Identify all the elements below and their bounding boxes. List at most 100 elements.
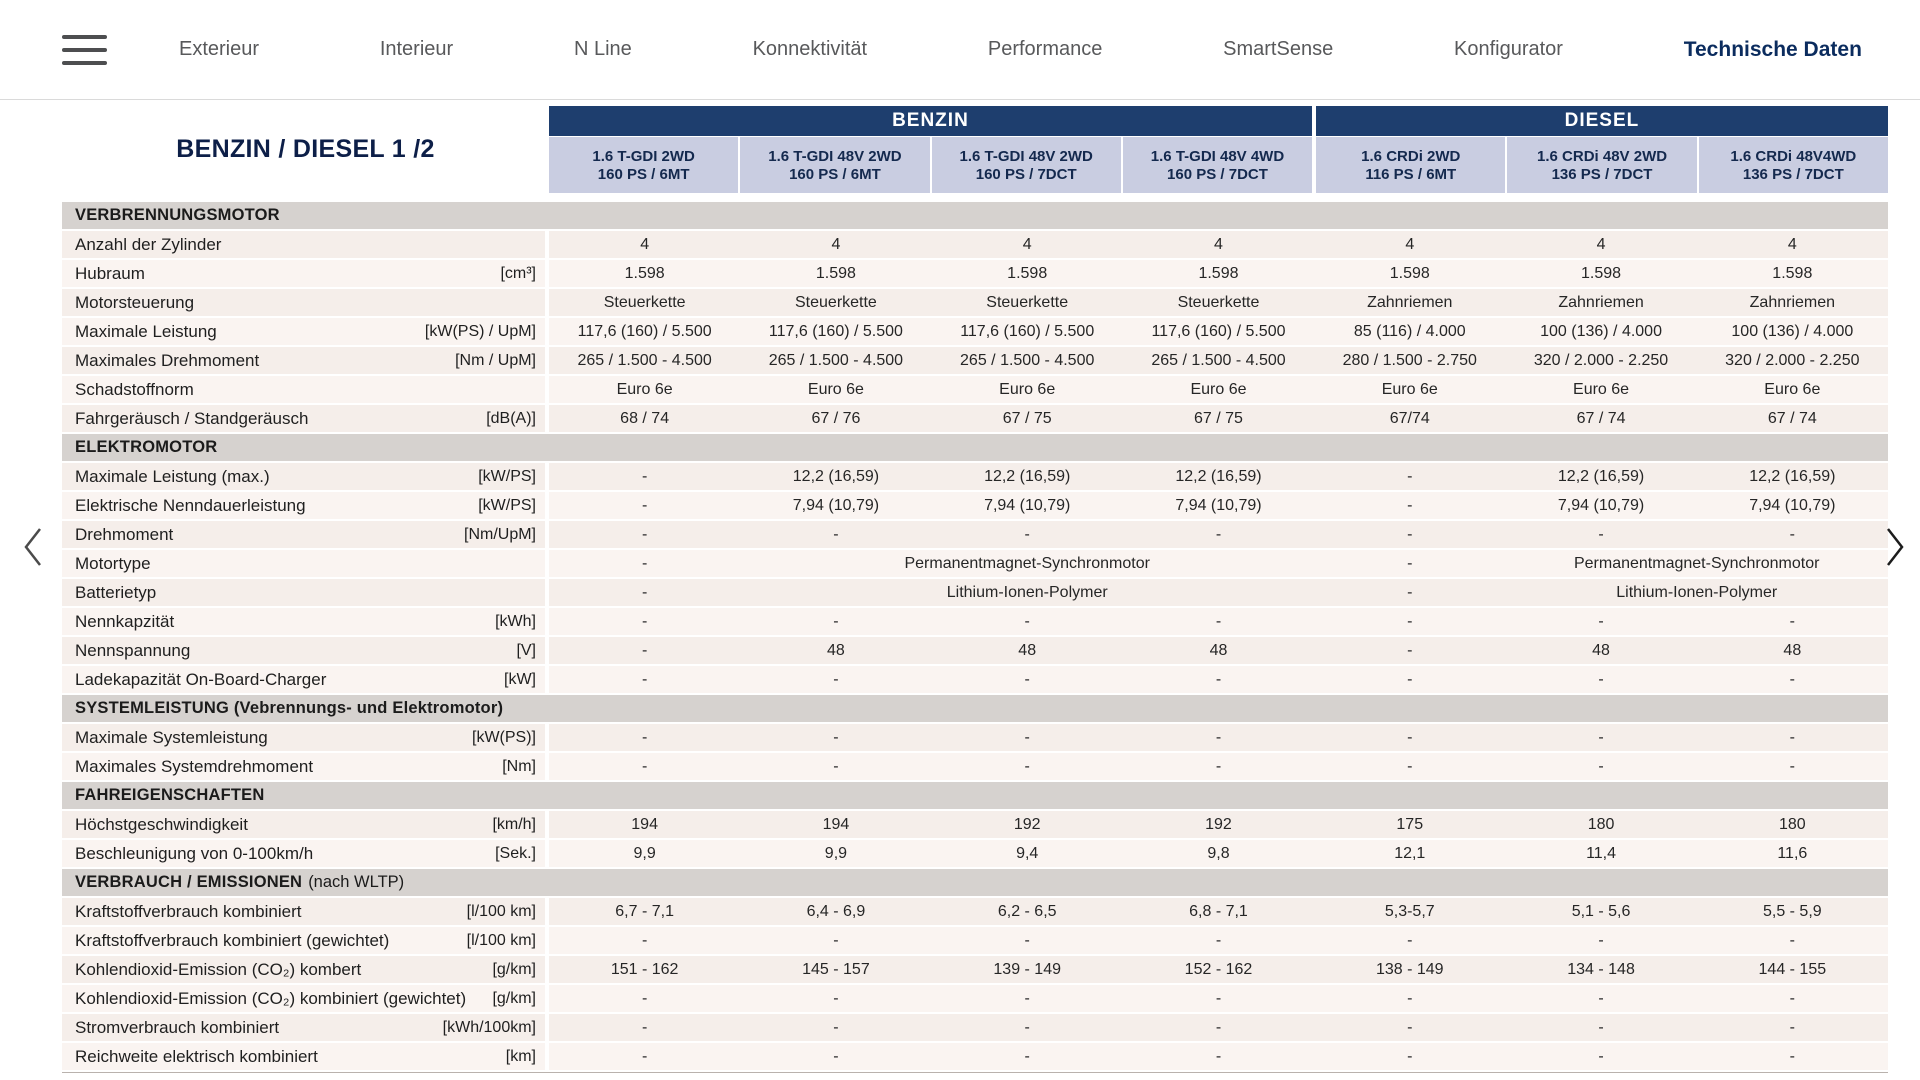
spec-value: 67 / 75 [1194,409,1243,427]
spec-value: - [1407,1018,1413,1036]
spec-values: 151 - 162 145 - 157 139 - 149 152 - 162 138 … [549,956,1888,983]
nav-item-n-line[interactable]: N Line [573,38,632,60]
spec-value: 48 [1018,641,1037,659]
spec-value: 138 - 149 [1375,960,1444,978]
spec-value: 1.598 [1007,264,1048,282]
spec-value: 117,6 (160) / 5.500 [960,322,1095,340]
spec-value: - [641,496,648,514]
spec-value: - [1598,1047,1604,1065]
table-title-cell: BENZIN / DIESEL 1 /2 [62,106,549,193]
spec-value: 144 - 155 [1758,960,1827,978]
spec-value: - [641,554,648,572]
spec-label: Kraftstoffverbrauch kombiniert (gewichte… [75,930,390,950]
spec-unit: [Sek.] [495,844,536,862]
spec-values: - Lithium-Ionen-Polymer - Lithium-Ionen-Pol… [549,579,1888,606]
engine-model: 1.6 T-GDI 2WD [592,147,695,165]
spec-value: Euro 6e [1381,380,1438,398]
spec-value: Euro 6e [999,380,1056,398]
nav-item-smartsense[interactable]: SmartSense [1223,38,1334,60]
spec-label: Nennkapzität [75,611,175,631]
spec-row-stromverbrauch-kombiniert: Stromverbrauch kombiniert [kWh/100km] - - - -… [62,1014,1888,1043]
spec-label-cell: Kraftstoffverbrauch kombiniert (gewichte… [62,927,549,954]
spec-label: Kraftstoffverbrauch kombiniert [75,901,302,921]
section-header-verbrennungsmotor: VERBRENNUNGSMOTOR [62,202,1888,231]
spec-value: Zahnriemen [1749,293,1836,311]
spec-value: Steuerkette [986,293,1069,311]
spec-value: - [1215,989,1222,1007]
spec-values: 9,9 9,9 9,4 9,8 12,1 11,4 11,6 [549,840,1888,867]
spec-value: 180 [1587,815,1615,833]
chevron-left-icon[interactable] [20,525,46,569]
spec-value: - [641,931,648,949]
spec-unit: [km] [505,1047,536,1065]
spec-value: - [1789,1047,1795,1065]
spec-value: 67 / 74 [1767,409,1817,427]
spec-value: - [641,1018,648,1036]
spec-value: 7,94 (10,79) [1557,496,1645,514]
engine-power: 160 PS / 7DCT [1167,165,1268,183]
engine-model: 1.6 CRDi 48V 2WD [1537,147,1668,165]
spec-values: Steuerkette Steuerkette Steuerkette Steuerk… [549,289,1888,316]
spec-unit: [kW/PS] [478,467,536,485]
spec-label-cell: Motorsteuerung [62,289,549,316]
nav-item-konnektivit-t[interactable]: Konnektivität [752,38,868,60]
spec-value: - [1789,757,1795,775]
spec-value: 100 (136) / 4.000 [1540,322,1662,340]
hamburger-bar [62,60,107,65]
spec-unit: [kW(PS) / UpM] [424,322,536,340]
spec-value: 9,8 [1207,844,1230,862]
spec-label: Anzahl der Zylinder [75,234,222,254]
spec-unit: [V] [516,641,536,659]
spec-value: Lithium-Ionen-Polymer [946,583,1108,601]
spec-value: 9,9 [633,844,656,862]
spec-value: - [1789,670,1795,688]
spec-row-maximales-systemdrehmoment: Maximales Systemdrehmoment [Nm] - - - - - - - [62,753,1888,782]
spec-value: 117,6 (160) / 5.500 [577,322,712,340]
spec-values: - 7,94 (10,79) 7,94 (10,79) 7,94 (10,79) - 7,… [549,492,1888,519]
spec-values: ------- [549,666,1888,693]
nav-item-performance[interactable]: Performance [987,38,1103,60]
spec-value: 11,6 [1777,844,1808,862]
spec-value: 4 [1787,235,1797,253]
top-navigation: Exterieur Interieur N Line Konnektivität Per… [0,0,1920,100]
spec-value: 12,2 (16,59) [1749,467,1836,485]
spec-row-beschleunigung-von-0-100km-h: Beschleunigung von 0-100km/h [Sek.] 9,9 9,9… [62,840,1888,869]
spec-value: - [1407,641,1413,659]
spec-values: - 48 48 48 - 48 48 [549,637,1888,664]
engine-column-1-6-t-gdi-48v-2wd-160-ps-6mt: 1.6 T-GDI 48V 2WD 160 PS / 6MT [738,137,930,193]
spec-value: 280 / 1.500 - 2.750 [1342,351,1477,369]
spec-label: Motorsteuerung [75,292,195,312]
section-header-text: SYSTEMLEISTUNG (Vebrennungs- und Elektro… [75,699,504,717]
spec-value: - [1024,670,1030,688]
spec-unit: [g/km] [492,989,536,1007]
spec-value: - [641,757,648,775]
spec-row-nennspannung: Nennspannung [V] - 48 48 48 - 48 48 [62,637,1888,666]
spec-unit: [l/100 km] [466,902,536,920]
spec-label: Beschleunigung von 0-100km/h [75,843,314,863]
spec-value: - [1598,612,1604,630]
nav-item-technische-daten[interactable]: Technische Daten [1683,37,1862,61]
spec-value: 265 / 1.500 - 4.500 [1151,351,1286,369]
spec-unit: [kW(PS)] [472,728,536,746]
spec-label-cell: Stromverbrauch kombiniert [kWh/100km] [62,1014,549,1041]
nav-item-exterieur[interactable]: Exterieur [179,38,260,60]
section-header-fahreigenschaften: FAHREIGENSCHAFTEN [62,782,1888,811]
spec-label-cell: Drehmoment [Nm/UpM] [62,521,549,548]
spec-value: 7,94 (10,79) [1175,496,1262,514]
spec-value: 67/74 [1389,409,1430,427]
spec-value: 48 [1783,641,1802,659]
hamburger-bar [62,47,107,52]
nav-item-interieur[interactable]: Interieur [379,38,454,60]
spec-value: 1.598 [1198,264,1239,282]
spec-row-anzahl-der-zylinder: Anzahl der Zylinder 4 4 4 4 4 4 4 [62,231,1888,260]
chevron-right-icon[interactable] [1882,525,1908,569]
engine-column-1-6-t-gdi-48v-2wd-160-ps-7dct: 1.6 T-GDI 48V 2WD 160 PS / 7DCT [929,137,1121,193]
spec-unit: [kW] [504,670,536,688]
spec-row-drehmoment: Drehmoment [Nm/UpM] - - - - - - - [62,521,1888,550]
spec-value: Zahnriemen [1367,293,1453,311]
spec-value: 5,3-5,7 [1384,902,1435,920]
section-header-systemleistung-vebrennungs-und-elektromotor: SYSTEMLEISTUNG (Vebrennungs- und Elektro… [62,695,1888,724]
nav-item-konfigurator[interactable]: Konfigurator [1453,38,1563,60]
spec-value: - [1789,612,1795,630]
hamburger-menu-icon[interactable] [62,34,107,65]
